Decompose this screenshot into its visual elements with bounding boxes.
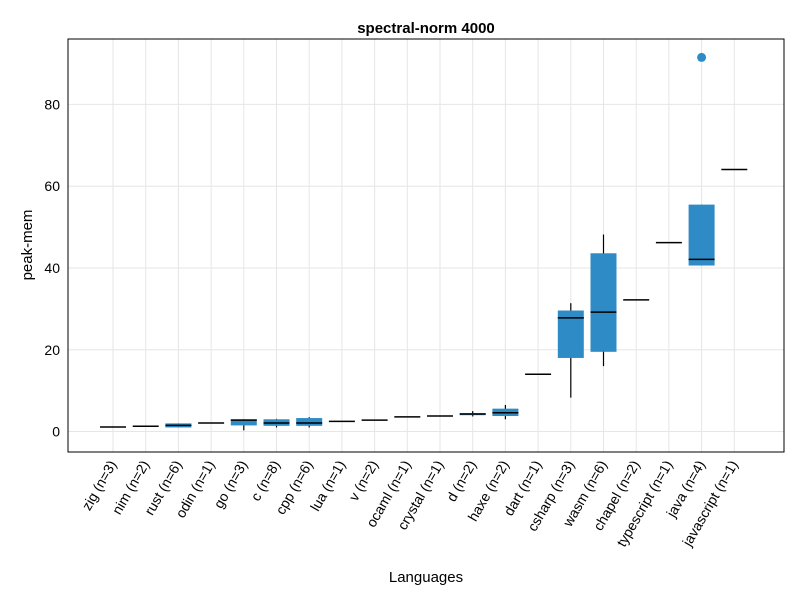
y-tick-label: 20 [44,342,60,358]
box-4 [230,419,257,431]
y-tick-labels: 0 20 40 60 80 [44,96,60,439]
x-tick-label: v (n=2) [345,458,381,504]
box-6 [296,417,323,428]
box-14 [557,303,584,398]
chart-title: spectral-norm 4000 [357,20,495,37]
y-tick-label: 0 [52,424,60,440]
y-axis-label: peak-mem [19,210,36,281]
box-5 [263,418,290,428]
box-series [100,52,748,431]
box-iqr [590,253,617,352]
box-iqr [230,419,257,426]
box-12 [492,404,519,420]
box-iqr [296,418,323,426]
box-iqr [688,204,715,266]
plot-frame [67,38,785,453]
box-11 [459,411,486,417]
x-tick-label: d (n=2) [443,458,479,505]
x-tick-label: c (n=8) [247,458,283,504]
outlier-point [697,52,707,62]
grid-lines [68,39,784,452]
x-axis-label: Languages [389,569,463,586]
box-18 [688,52,715,266]
y-tick-label: 80 [44,96,60,112]
y-tick-label: 40 [44,260,60,276]
y-tick-label: 60 [44,178,60,194]
box-15 [590,234,617,367]
x-tick-labels: zig (n=3)nim (n=2)rust (n=6)odin (n=1)go… [78,458,741,550]
box-2 [165,423,192,428]
